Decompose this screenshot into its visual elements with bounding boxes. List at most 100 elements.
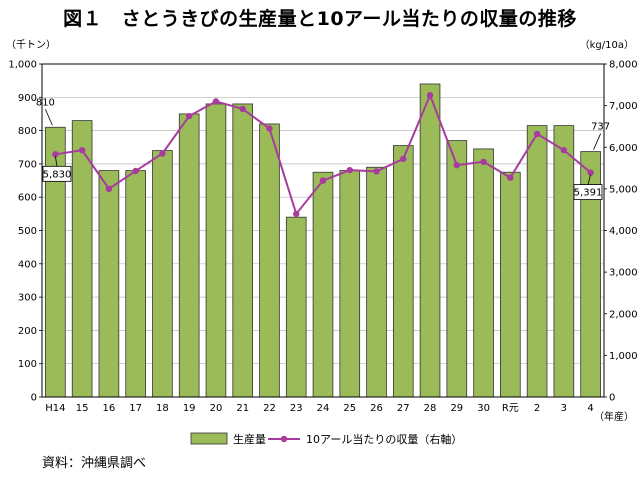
yield-point bbox=[52, 151, 59, 158]
bar bbox=[553, 125, 575, 398]
bar bbox=[312, 171, 334, 398]
x-tick-label: 27 bbox=[397, 403, 410, 414]
bar bbox=[259, 123, 280, 398]
x-tick-label: 28 bbox=[424, 403, 437, 414]
yield-point bbox=[480, 158, 487, 166]
bar bbox=[392, 145, 414, 398]
bar-callout-leader bbox=[593, 133, 601, 150]
yield-point bbox=[212, 98, 220, 105]
bar bbox=[285, 216, 307, 398]
legend-line-marker bbox=[280, 435, 288, 443]
axis-ticks: 0 100 200 300 400 500 600 700 800 900 1,000 0 1,000 2… bbox=[8, 60, 637, 415]
left-tick-label: 800 bbox=[18, 126, 37, 137]
line-callout-box bbox=[42, 165, 72, 182]
right-tick-label: 2,000 bbox=[609, 309, 638, 320]
x-tick-label: 23 bbox=[290, 403, 303, 414]
x-tick-label: 24 bbox=[317, 403, 330, 414]
x-tick-label: 17 bbox=[129, 403, 142, 414]
right-tick-label: 8,000 bbox=[609, 60, 638, 71]
x-tick-label: 19 bbox=[183, 403, 196, 414]
line-callout-box bbox=[573, 184, 603, 200]
x-tick-label: 22 bbox=[263, 403, 276, 414]
line-callout-leader bbox=[54, 156, 58, 167]
left-tick-label: 900 bbox=[18, 93, 37, 104]
bar bbox=[98, 170, 120, 398]
legend-bar-swatch bbox=[190, 432, 228, 445]
bar bbox=[339, 170, 361, 398]
bar bbox=[446, 140, 468, 398]
left-tick-label: 600 bbox=[18, 193, 37, 204]
source-note: 資料：沖縄県調べ bbox=[42, 456, 147, 471]
bar bbox=[473, 148, 494, 398]
line-series bbox=[52, 92, 594, 218]
bar bbox=[500, 171, 521, 398]
bar bbox=[152, 150, 173, 398]
bar-callout-label: 810 bbox=[36, 97, 55, 108]
bar-series bbox=[45, 83, 601, 398]
x-tick-label: 29 bbox=[450, 403, 463, 414]
right-tick-label: 0 bbox=[609, 393, 615, 404]
yield-point bbox=[266, 125, 273, 132]
line-callout-leader bbox=[587, 174, 592, 185]
x-tick-label: R元 bbox=[502, 403, 519, 414]
x-tick-label: 20 bbox=[210, 403, 223, 414]
right-axis-unit: （kg/10a） bbox=[580, 39, 634, 51]
x-tick-label: 2 bbox=[534, 403, 540, 414]
bar bbox=[232, 103, 254, 398]
legend-bar-label: 生産量 bbox=[233, 432, 266, 446]
legend-line-label: 10アール当たりの収量（右軸） bbox=[306, 432, 462, 446]
yield-point bbox=[159, 150, 166, 157]
x-tick-label: 4 bbox=[587, 403, 593, 414]
bar bbox=[71, 120, 93, 398]
yield-point bbox=[426, 92, 434, 99]
line-callout-label: 5,830 bbox=[43, 169, 72, 180]
yield-point bbox=[373, 168, 380, 175]
x-tick-label: 26 bbox=[370, 403, 383, 414]
x-tick-label: H14 bbox=[45, 403, 65, 414]
line-callout-label: 5,391 bbox=[574, 188, 603, 199]
x-tick-label: 25 bbox=[343, 403, 356, 414]
bar-callout-label: 737 bbox=[591, 122, 610, 133]
x-axis-unit: （年産） bbox=[594, 410, 634, 423]
right-tick-label: 1,000 bbox=[609, 351, 638, 362]
yield-point bbox=[132, 167, 139, 175]
bar-callout-leader bbox=[45, 109, 53, 126]
yield-point bbox=[587, 169, 594, 176]
yield-point bbox=[319, 177, 327, 184]
yield-point bbox=[560, 146, 568, 154]
yield-point bbox=[78, 146, 86, 154]
annotations: 810 737 5,830 5,391 bbox=[36, 97, 610, 200]
x-tick-label: 18 bbox=[156, 403, 169, 414]
yield-point bbox=[105, 185, 113, 193]
left-tick-label: 300 bbox=[18, 293, 37, 304]
bar bbox=[419, 83, 441, 398]
chart-title: 図１ さとうきびの生産量と10アール当たりの収量の推移 bbox=[63, 8, 577, 30]
right-tick-label: 4,000 bbox=[609, 226, 638, 237]
x-tick-label: 16 bbox=[103, 403, 116, 414]
right-tick-label: 5,000 bbox=[609, 184, 638, 195]
left-axis-unit: （千トン） bbox=[6, 39, 56, 51]
yield-point bbox=[453, 161, 461, 169]
x-tick-label: 30 bbox=[477, 403, 490, 414]
left-tick-label: 1,000 bbox=[8, 60, 37, 71]
left-tick-label: 0 bbox=[31, 393, 37, 404]
x-tick-label: 21 bbox=[236, 403, 249, 414]
yield-point bbox=[507, 174, 514, 181]
right-tick-label: 3,000 bbox=[609, 268, 638, 279]
left-tick-label: 100 bbox=[18, 359, 37, 370]
x-tick-label: 15 bbox=[76, 403, 89, 414]
left-tick-label: 200 bbox=[18, 326, 37, 337]
bar bbox=[526, 125, 548, 398]
bar bbox=[205, 103, 227, 398]
yield-point bbox=[239, 105, 246, 113]
right-tick-label: 6,000 bbox=[609, 143, 638, 154]
yield-point bbox=[346, 166, 353, 174]
left-tick-label: 400 bbox=[18, 259, 37, 270]
yield-point bbox=[185, 112, 193, 120]
yield-point bbox=[293, 210, 300, 218]
legend: 生産量 10アール当たりの収量（右軸） bbox=[190, 432, 462, 446]
bar bbox=[178, 113, 200, 398]
left-tick-label: 500 bbox=[18, 226, 37, 237]
left-tick-label: 700 bbox=[18, 159, 37, 170]
bar bbox=[125, 170, 146, 398]
